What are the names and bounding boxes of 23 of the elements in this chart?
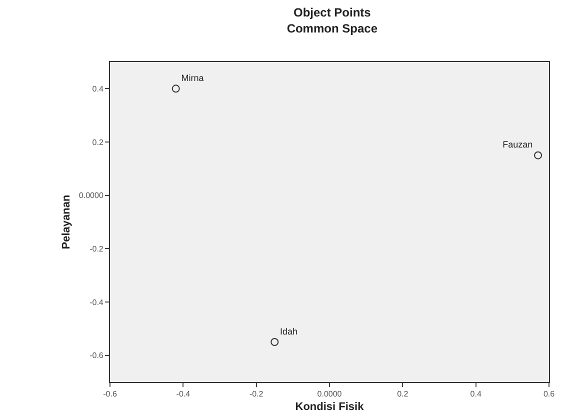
point: [270, 338, 279, 346]
x-tick-label: -0.4: [176, 390, 191, 399]
x-tick-label: 0.0000: [317, 390, 342, 399]
y-tick-label: 0.4: [92, 84, 104, 94]
data-label: Idah: [280, 326, 298, 336]
data-label: Fauzan: [502, 140, 533, 150]
x-tick-label: -0.6: [103, 390, 118, 399]
x-tick-label: 0.2: [397, 390, 409, 399]
y-axis-title: Pelayanan: [60, 194, 73, 250]
point: [172, 84, 180, 93]
x-tick-label: 0.4: [470, 390, 482, 399]
x-tick-label: -0.2: [249, 390, 264, 399]
chart-title: Object Points: [294, 6, 372, 20]
y-tick-label: 0.0000: [78, 191, 104, 200]
y-tick-label: 0.2: [92, 138, 104, 147]
data-label: Mirna: [181, 73, 204, 84]
x-axis-title: Kondisi Fisik: [295, 400, 365, 413]
point: [534, 151, 542, 160]
y-tick-label: -0.2: [90, 244, 104, 254]
y-tick-label: -0.4: [90, 298, 104, 307]
x-tick-label: 0.6: [543, 390, 556, 399]
y-tick-label: -0.6: [90, 351, 104, 360]
chart-subtitle: Common Space: [286, 21, 378, 36]
